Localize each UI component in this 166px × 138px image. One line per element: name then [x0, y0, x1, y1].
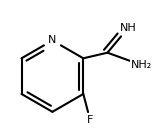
Text: N: N: [48, 35, 57, 45]
Text: F: F: [87, 115, 93, 125]
Text: NH₂: NH₂: [130, 60, 152, 70]
Text: NH: NH: [120, 23, 136, 33]
